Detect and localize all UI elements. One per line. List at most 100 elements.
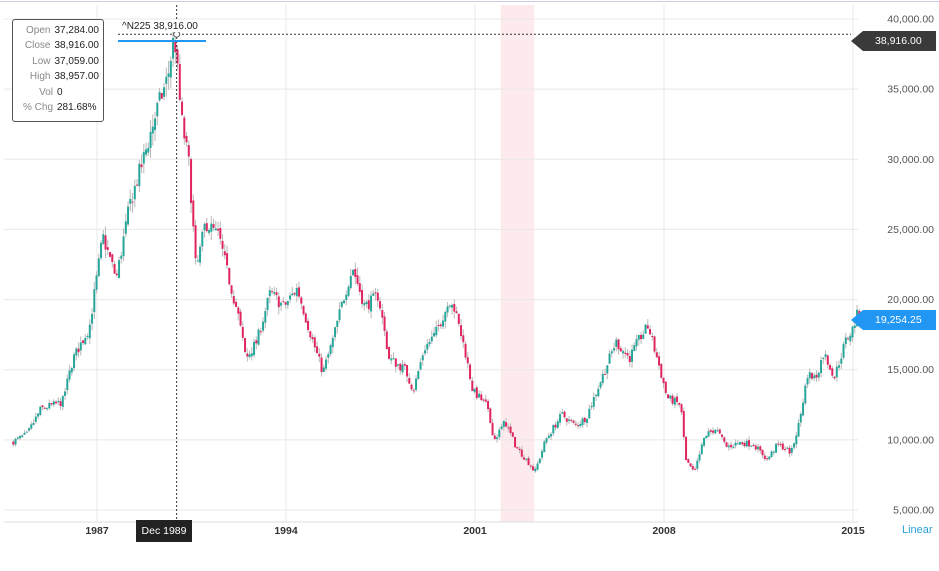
candle-body (104, 235, 107, 250)
candle-body (343, 300, 346, 304)
candle-body (430, 336, 433, 342)
candle-body (772, 451, 775, 453)
candle-body (547, 435, 550, 438)
candle-body (743, 442, 746, 447)
candle-body (403, 364, 406, 366)
candle-body (667, 394, 670, 399)
candle-body (176, 49, 179, 64)
candle-body (113, 263, 116, 274)
candle-body (538, 458, 541, 464)
candle-body (736, 443, 739, 445)
candle-body (572, 420, 575, 423)
crosshair-price-tag-arrow (851, 31, 863, 51)
candle-body (799, 413, 802, 423)
candle-body (196, 260, 199, 262)
candle-body (637, 334, 640, 340)
candle-body (646, 325, 649, 329)
candle-body (716, 430, 719, 432)
candle-body (172, 37, 175, 59)
candle-body (453, 304, 456, 312)
candle-body (838, 365, 841, 368)
candle-body (271, 291, 274, 293)
ohlc-row-pct-change: % Chg 281.68% (17, 100, 99, 115)
y-tick-label: 35,000.00 (887, 84, 934, 96)
candle-body (529, 465, 532, 467)
candle-body (718, 429, 721, 434)
candle-body (388, 347, 391, 359)
candle-body (169, 60, 172, 78)
candle-body (77, 348, 80, 353)
candle-body (149, 131, 152, 148)
candle-body (581, 418, 584, 426)
candle-body (824, 354, 827, 357)
candle-body (374, 292, 377, 294)
candle-body (397, 364, 400, 366)
candle-body (406, 365, 409, 377)
candle-body (700, 444, 703, 455)
candle-body (658, 356, 661, 366)
candle-body (433, 332, 436, 337)
candle-body (842, 343, 845, 358)
candle-body (165, 76, 168, 84)
candle-body (75, 348, 78, 356)
candle-body (52, 401, 55, 405)
candle-body (205, 223, 208, 232)
candle-body (313, 337, 316, 348)
ohlc-value: 38,957.00 (54, 71, 100, 83)
candle-body (84, 337, 87, 345)
candle-body (698, 454, 701, 461)
candle-body (608, 353, 611, 364)
candle-body (797, 422, 800, 437)
candle-body (678, 402, 681, 405)
candle-body (120, 255, 123, 259)
candle-body (421, 355, 424, 361)
ohlc-row-close: Close 38,916.00 (17, 38, 99, 53)
candle-body (606, 365, 609, 374)
candle-body (82, 340, 85, 344)
candle-body (91, 313, 94, 324)
candle-body (649, 329, 652, 335)
candle-body (419, 362, 422, 370)
candle-body (635, 339, 638, 347)
ohlc-key: Open (26, 25, 51, 36)
candle-body (23, 432, 26, 435)
candle-body (622, 351, 625, 354)
candle-body (831, 368, 834, 376)
candle-body (498, 429, 501, 438)
scale-mode-toggle[interactable]: Linear (902, 524, 933, 536)
ohlc-key: High (29, 71, 51, 83)
candle-body (133, 185, 136, 200)
candle-body (64, 391, 67, 396)
candle-body (556, 421, 559, 428)
candle-body (671, 395, 674, 404)
crosshair-date-label: Dec 1989 (136, 520, 192, 542)
candle-body (221, 240, 224, 249)
candle-body (115, 273, 118, 276)
candle-body (19, 435, 22, 439)
candle-body (244, 338, 247, 353)
x-tick-label: 1987 (85, 525, 109, 537)
candle-body (293, 293, 296, 295)
candle-body (331, 337, 334, 348)
candle-body (151, 126, 154, 134)
candle-body (250, 353, 253, 357)
candle-body (86, 336, 89, 338)
candle-body (624, 352, 627, 354)
symbol-price-marker (118, 40, 206, 42)
candle-body (131, 201, 134, 203)
candle-body (705, 435, 708, 439)
candle-body (806, 378, 809, 385)
candle-body (633, 345, 636, 352)
candle-body (426, 343, 429, 350)
symbol-price-label: ^N225 38,916.00 (118, 21, 202, 32)
candle-body (102, 234, 105, 244)
candle-body (844, 337, 847, 345)
ohlc-value: 37,284.00 (54, 25, 100, 36)
candle-body (790, 447, 793, 453)
candle-body (385, 331, 388, 349)
candle-body (592, 397, 595, 407)
crosshair-price-tag: 38,916.00 (863, 31, 936, 51)
candle-body (781, 443, 784, 450)
